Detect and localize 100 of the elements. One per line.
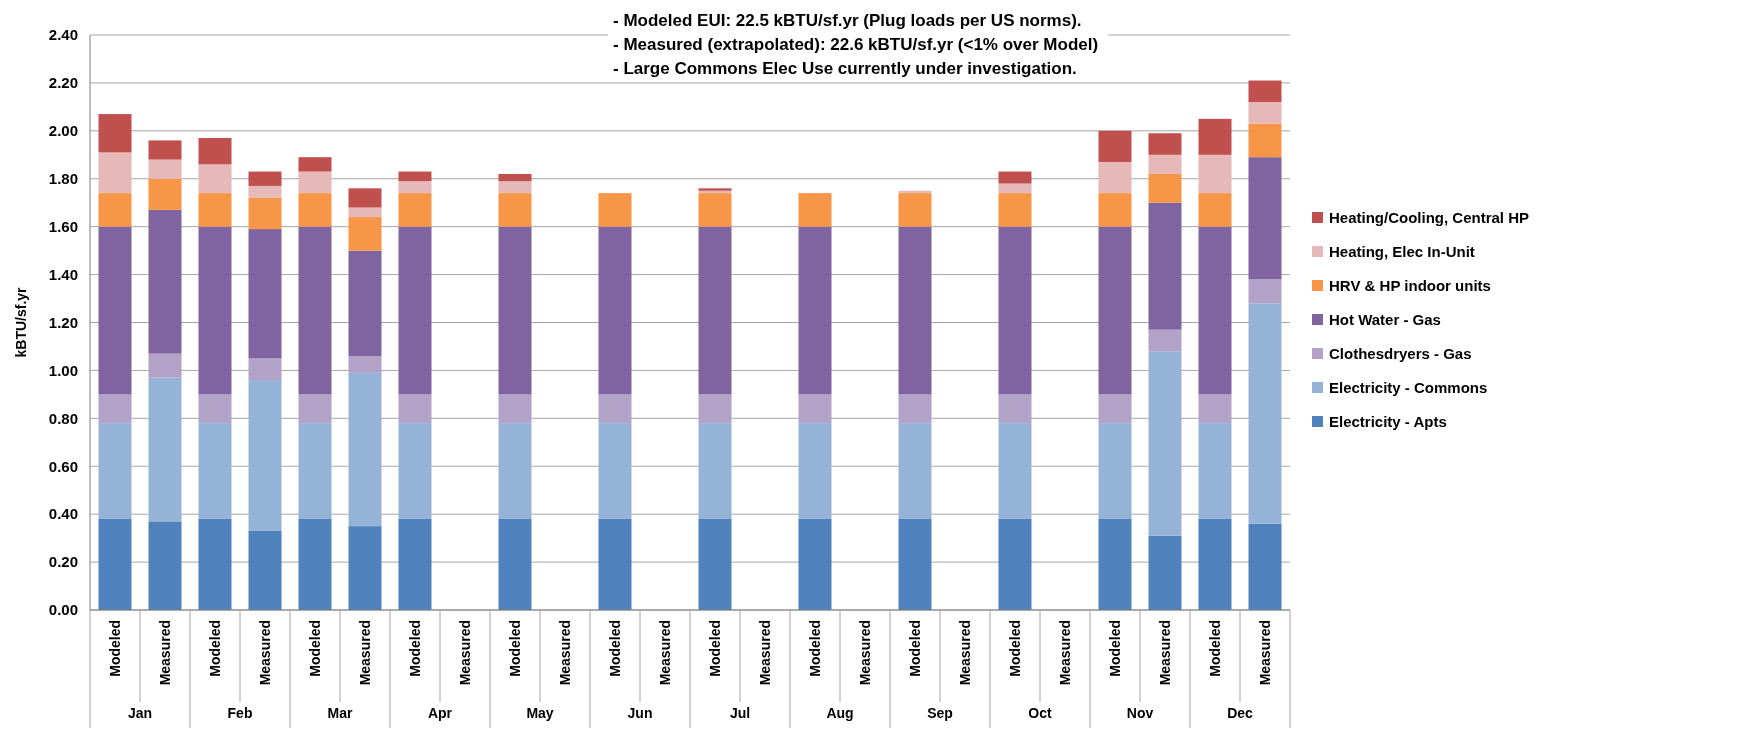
text: - Modeled EUI: 22.5 kBTU/sf.yr (Plug loads per US norms).	[613, 11, 1082, 30]
y-tick-label: 1.00	[48, 361, 78, 379]
text: Sep	[927, 705, 953, 721]
text: Jan	[127, 705, 153, 721]
bar	[1198, 394, 1232, 424]
bar	[698, 394, 732, 424]
bar	[698, 193, 732, 227]
bar	[348, 250, 382, 357]
bar	[498, 518, 532, 610]
x-tick-label: Measured	[156, 620, 173, 686]
bar	[1248, 279, 1282, 304]
x-tick-label: Measured	[656, 620, 673, 686]
bar	[498, 394, 532, 424]
bar	[798, 193, 832, 227]
y-tick-label: 0.80	[48, 409, 78, 427]
bar	[98, 394, 132, 424]
bar	[1148, 329, 1182, 352]
bar	[1098, 193, 1132, 227]
bar	[198, 193, 232, 227]
annotation: - Large Commons Elec Use currently under investigation.	[613, 59, 1077, 78]
bar	[248, 185, 282, 198]
x-tick-label: Modeled	[506, 620, 523, 677]
y-tick-label: 1.20	[48, 313, 78, 331]
bar	[98, 226, 132, 395]
bar	[1148, 173, 1182, 203]
x-tick-label: Modeled	[106, 620, 123, 677]
bar	[198, 394, 232, 424]
bar	[1198, 118, 1232, 155]
x-tick-label: Measured	[756, 620, 773, 686]
bar	[898, 193, 932, 227]
bar	[1198, 154, 1232, 194]
bar	[698, 423, 732, 519]
x-tick-label: Measured	[956, 620, 973, 686]
bar	[998, 518, 1032, 610]
bar	[198, 164, 232, 194]
legend-label: Electricity - Apts	[1329, 413, 1447, 431]
bar	[1248, 102, 1282, 124]
bar	[298, 157, 332, 172]
bar	[298, 518, 332, 610]
bar	[1248, 80, 1282, 103]
bar	[898, 518, 932, 610]
bar	[148, 353, 182, 378]
bar	[1098, 130, 1132, 162]
legend-label: Heating, Elec In-Unit	[1329, 243, 1475, 261]
bar	[348, 188, 382, 208]
bar	[198, 226, 232, 395]
bar	[98, 114, 132, 153]
x-tick-label: Measured	[1056, 620, 1073, 686]
bar	[348, 356, 382, 373]
y-tick-label: 0.40	[48, 505, 78, 523]
x-tick-label: Measured	[256, 620, 273, 686]
x-tick-label: Modeled	[406, 620, 423, 677]
bar	[498, 193, 532, 227]
bar	[1148, 154, 1182, 174]
x-tick-label: Modeled	[1006, 620, 1023, 677]
bar	[298, 226, 332, 395]
x-tick-label: Measured	[456, 620, 473, 686]
bar	[348, 372, 382, 527]
bar	[1098, 394, 1132, 424]
text: Dec	[1227, 705, 1254, 721]
x-tick-label: Modeled	[206, 620, 223, 677]
bar	[248, 530, 282, 610]
bar	[598, 423, 632, 519]
y-axis-title: kBTU/sf.yr	[13, 286, 29, 358]
bar	[398, 171, 432, 182]
y-tick-label: 0.00	[48, 601, 78, 619]
bar	[998, 193, 1032, 227]
bar	[98, 423, 132, 519]
bar	[248, 380, 282, 531]
bar	[798, 394, 832, 424]
bar	[398, 394, 432, 424]
bar	[498, 423, 532, 519]
bar	[1098, 518, 1132, 610]
text: Jul	[729, 705, 751, 721]
bar	[998, 183, 1032, 194]
bar	[998, 171, 1032, 184]
bar	[1098, 226, 1132, 395]
bar	[998, 423, 1032, 519]
legend-label: Clothesdryers - Gas	[1329, 345, 1472, 363]
y-tick-label: 1.40	[48, 265, 78, 283]
bar	[1148, 133, 1182, 155]
bar	[798, 518, 832, 610]
text: Apr	[427, 705, 453, 721]
bar	[598, 518, 632, 610]
bar	[198, 518, 232, 610]
x-tick-label: Modeled	[1106, 620, 1123, 677]
bar	[98, 193, 132, 227]
bar	[248, 171, 282, 186]
bar	[148, 178, 182, 210]
bar	[348, 217, 382, 251]
y-tick-label: 1.80	[48, 170, 78, 187]
x-tick-label: Measured	[356, 620, 373, 686]
y-tick-label: 2.40	[48, 26, 78, 44]
bar	[498, 181, 532, 194]
bar	[798, 423, 832, 519]
bar	[148, 159, 182, 179]
y-tick-label: 2.00	[48, 122, 78, 140]
bar	[698, 518, 732, 610]
y-tick-label: 2.20	[48, 74, 78, 92]
legend-label: Hot Water - Gas	[1329, 311, 1441, 329]
